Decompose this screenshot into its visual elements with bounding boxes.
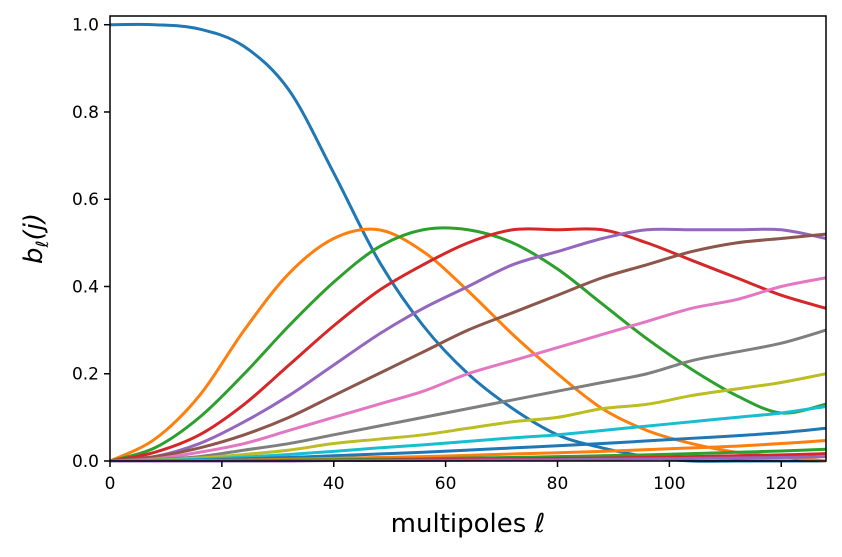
series-line-5 [109,227,827,463]
series-lines [109,22,827,463]
axis-ticks: 0 20 40 60 80 100 120 0.0 0.2 0.4 0.6 0.8 1.0 [72,16,798,494]
x-tick-label: 60 [435,474,457,494]
y-tick-label: 0.2 [72,365,99,385]
series-line-6 [109,232,827,463]
y-tick-label: 0.4 [72,277,99,297]
x-tick-label: 20 [211,474,233,494]
plot-frame [109,15,827,462]
x-tick-label: 40 [323,474,345,494]
series-line-9 [109,372,827,463]
x-tick-label: 80 [547,474,569,494]
series-line-8 [109,328,827,463]
series-line-7 [109,276,827,463]
series-line-3 [109,226,827,463]
y-tick-label: 0.6 [72,190,99,210]
series-line-4 [109,227,827,463]
x-tick-label: 120 [765,474,797,494]
series-line-2 [109,227,827,463]
y-tick-label: 0.8 [72,103,99,123]
x-tick-label: 100 [653,474,685,494]
x-axis-label: multipoles ℓ [391,509,546,539]
y-axis-label: bℓ(j) [19,213,53,264]
y-tick-label: 1.0 [72,16,99,36]
x-tick-label: 0 [105,474,116,494]
y-tick-label: 0.0 [72,452,99,472]
